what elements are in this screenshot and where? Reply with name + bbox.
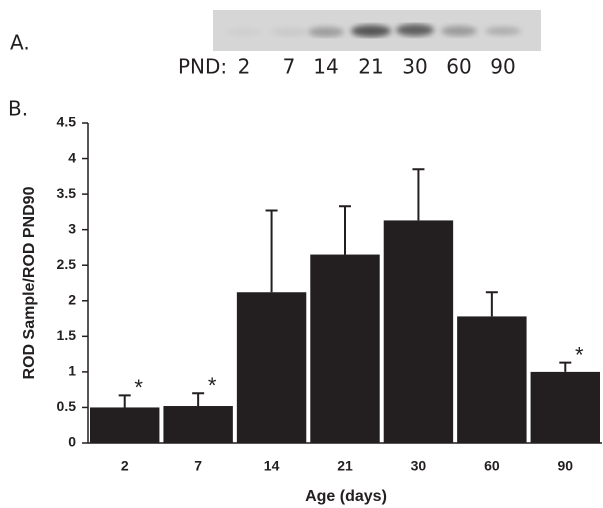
panel-a-label: A. [10, 31, 30, 55]
x-tick-label: 30 [411, 458, 427, 474]
error-bar [559, 363, 571, 372]
bar [531, 372, 600, 443]
panel-b-label: B. [8, 97, 28, 121]
x-tick-label: 7 [194, 458, 202, 474]
y-tick-label: 0.5 [57, 398, 77, 414]
bar [237, 292, 306, 443]
x-axis-title: Age (days) [305, 488, 387, 505]
bar [384, 220, 453, 443]
lane-label: 90 [490, 55, 515, 79]
error-bar [192, 393, 204, 406]
lane-label: 2 [238, 55, 251, 79]
error-bar [486, 292, 498, 316]
significance-marker: * [575, 342, 584, 367]
y-tick-label: 2.5 [57, 256, 77, 272]
y-tick-label: 4.5 [57, 114, 77, 130]
x-tick-label: 21 [337, 458, 353, 474]
figure: A. PND: B. Age (days) ROD Sample/ROD PND… [0, 0, 603, 508]
y-tick-label: 4 [68, 149, 76, 165]
lane-label: 14 [313, 55, 338, 79]
x-tick-label: 14 [264, 458, 280, 474]
lane-label: 30 [402, 55, 427, 79]
error-bar [266, 210, 278, 292]
bar [457, 316, 526, 443]
significance-marker: * [208, 373, 217, 398]
y-tick-label: 3.5 [57, 185, 77, 201]
y-tick-label: 2 [68, 291, 76, 307]
y-tick-label: 1 [68, 363, 76, 379]
error-bar [412, 169, 424, 220]
x-tick-label: 60 [484, 458, 500, 474]
significance-marker: * [134, 375, 143, 400]
page: A. PND: B. Age (days) ROD Sample/ROD PND… [0, 0, 603, 508]
bar [310, 255, 379, 443]
x-tick-label: 90 [557, 458, 573, 474]
bar [90, 407, 159, 443]
bar [163, 406, 232, 443]
y-tick-label: 3 [68, 220, 76, 236]
lane-label: 7 [283, 55, 296, 79]
lane-prefix: PND: [178, 55, 227, 79]
y-tick-label: 1.5 [57, 327, 77, 343]
blot-image [213, 10, 541, 51]
error-bar [119, 395, 131, 407]
y-tick-label: 0 [68, 434, 76, 450]
lane-label: 21 [358, 55, 383, 79]
lane-label: 60 [446, 55, 471, 79]
x-tick-label: 2 [121, 458, 129, 474]
error-bar [339, 206, 351, 254]
y-axis-title: ROD Sample/ROD PND90 [21, 186, 38, 379]
